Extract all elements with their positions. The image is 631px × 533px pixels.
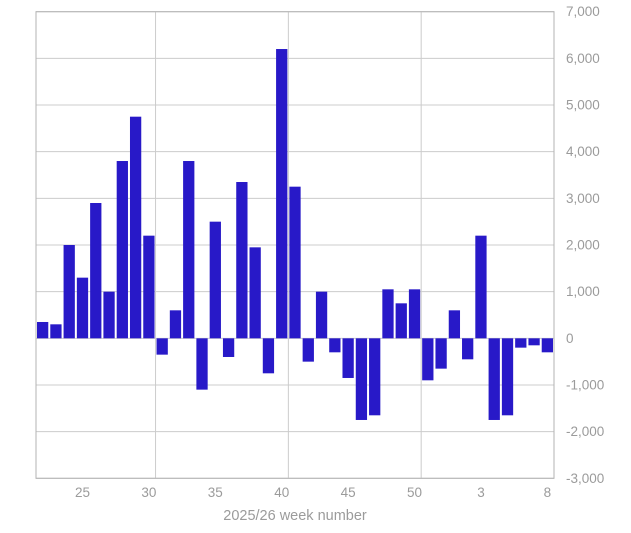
bar [276, 49, 288, 339]
bar [63, 245, 75, 339]
y-tick-label: 5,000 [566, 98, 600, 113]
y-tick-label: 0 [566, 331, 574, 346]
bar [262, 338, 275, 374]
y-tick-label: 4,000 [566, 144, 600, 159]
bar [129, 116, 142, 339]
bar [382, 289, 394, 339]
plot-border [35, 11, 555, 479]
x-axis-title: 2025/26 week number [223, 508, 367, 524]
bar [488, 338, 500, 420]
y-tick-label: -2,000 [566, 424, 604, 439]
x-tick-label: 8 [544, 485, 552, 500]
y-tick-label: -1,000 [566, 377, 604, 392]
bar [329, 338, 341, 353]
bar [183, 161, 195, 339]
bar [515, 338, 527, 348]
bar [103, 291, 115, 339]
bar [289, 186, 301, 339]
x-tick-label: 25 [75, 485, 90, 500]
x-tick-label: 40 [274, 485, 289, 500]
bar [342, 338, 354, 378]
bar [422, 338, 434, 381]
bar [169, 310, 182, 339]
bar [408, 289, 421, 339]
bar [435, 338, 447, 369]
bar [302, 338, 314, 362]
bar [90, 203, 102, 339]
x-tick-label: 35 [208, 485, 223, 500]
y-tick-label: 7,000 [566, 4, 600, 19]
x-tick-label: 50 [407, 485, 422, 500]
bar [475, 235, 487, 339]
bar [50, 324, 62, 339]
bar [448, 310, 461, 339]
bar [528, 338, 540, 346]
y-tick-label: 1,000 [566, 284, 600, 299]
bar [369, 338, 381, 416]
bar [76, 277, 89, 339]
bar [315, 291, 328, 339]
y-tick-label: 3,000 [566, 191, 600, 206]
bar [116, 161, 128, 339]
x-tick-label: 3 [477, 485, 485, 500]
bar [355, 338, 368, 420]
bar [209, 221, 221, 339]
bar [501, 338, 514, 416]
bar [37, 321, 49, 339]
bar [222, 338, 235, 357]
bar [395, 303, 407, 339]
bar [196, 338, 208, 390]
bar [541, 338, 553, 353]
bar [143, 235, 155, 339]
x-tick-label: 45 [341, 485, 356, 500]
bar [156, 338, 168, 355]
y-tick-label: 2,000 [566, 238, 600, 253]
bar [462, 338, 474, 360]
y-tick-label: 6,000 [566, 51, 600, 66]
x-tick-label: 30 [141, 485, 156, 500]
y-tick-label: -3,000 [566, 471, 604, 486]
bar [249, 247, 261, 339]
bar [236, 182, 248, 339]
